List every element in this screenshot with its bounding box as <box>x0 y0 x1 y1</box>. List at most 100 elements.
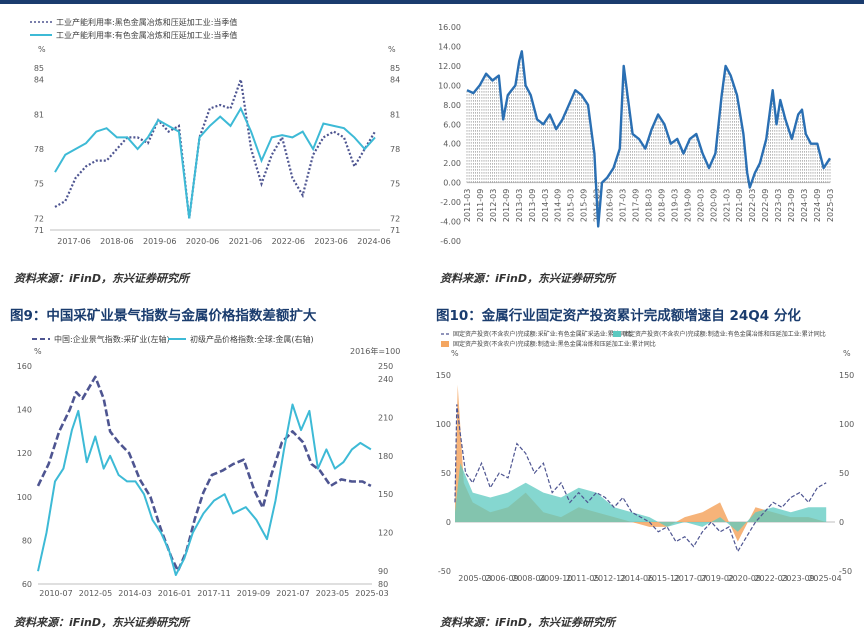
y-tick-label-left: 75 <box>34 180 44 189</box>
y-tick-label-left: 72 <box>34 214 44 223</box>
y-tick-label-left: 85 <box>34 64 44 73</box>
y-tick-label-right: 72 <box>390 214 400 223</box>
x-tick-label: 2019-09 <box>237 589 270 598</box>
chart-fai-breakdown-svg: 固定资产投资(不含农户)完成额:采矿业:有色金属矿采选业:累计同比 固定资产投资… <box>436 330 855 583</box>
source-note-4: 资料来源：iFinD，东兴证券研究所 <box>440 616 616 629</box>
legend-label-nonferrous: 工业产能利用率:有色金属冶炼和压延加工业:当季值 <box>56 30 237 40</box>
y-tick-label-left: 80 <box>22 536 32 545</box>
x-tick-label: 2012-05 <box>79 589 112 598</box>
y-tick-label: 0.00 <box>443 179 461 188</box>
x-tick-label: 2021-03 <box>722 189 731 222</box>
x-tick-label: 2012-09 <box>502 189 511 222</box>
chart-metal-fai-growth-svg: 16.00 14.00 12.00 10.00 8.00 6.00 4.00 2.00 0.00… <box>438 23 835 246</box>
x-tick-label: 2017-06 <box>57 237 90 246</box>
x-tick-label: 2020-06 <box>186 237 219 246</box>
x-tick-label: 2025-03 <box>355 589 388 598</box>
x-tick-label: 2020-08 <box>728 574 761 583</box>
x-tick-label: 2014-03 <box>118 589 151 598</box>
x-tick-label: 2018-06 <box>100 237 133 246</box>
x-tick-label: 2013-09 <box>528 189 537 222</box>
x-tick-label: 2019-02 <box>701 574 734 583</box>
y-tick-label-right: 50 <box>839 469 849 478</box>
legend: 中国:企业景气指数:采矿业(左轴) 初级产品价格指数:全球:金属(右轴) <box>32 334 314 344</box>
x-tick-label: 2014-03 <box>541 189 550 222</box>
x-tick-label: 2017-11 <box>197 589 230 598</box>
x-tick-label: 2021-09 <box>735 189 744 222</box>
chart-capacity-utilization: 工业产能利用率:黑色金属冶炼和压延加工业:当季值 工业产能利用率:有色金属冶炼和… <box>10 10 410 250</box>
chart-capacity-utilization-svg: 工业产能利用率:黑色金属冶炼和压延加工业:当季值 工业产能利用率:有色金属冶炼和… <box>30 17 400 246</box>
chart-metal-fai-growth: 16.00 14.00 12.00 10.00 8.00 6.00 4.00 2.00 0.00… <box>435 10 864 250</box>
x-tick-label: 2015-03 <box>567 189 576 222</box>
legend-label-ferrous: 工业产能利用率:黑色金属冶炼和压延加工业:当季值 <box>56 17 237 27</box>
x-tick-label: 2019-09 <box>683 189 692 222</box>
y-tick-label-left: 150 <box>436 371 451 380</box>
y-tick-label-left: 100 <box>17 493 32 502</box>
x-tick-label: 2015-12 <box>647 574 680 583</box>
x-tick-label: 2006-09 <box>485 574 518 583</box>
y-tick-label-left: 60 <box>22 580 32 589</box>
x-tick-label: 2016-09 <box>606 189 615 222</box>
x-tick-label: 2011-09 <box>476 189 485 222</box>
y-tick-label: -2.00 <box>440 198 461 207</box>
y-tick-label-left: 84 <box>34 76 44 85</box>
y-tick-label-right: 90 <box>378 567 388 576</box>
x-tick-label: 2018-03 <box>645 189 654 222</box>
y-tick-label-left: 78 <box>34 145 44 154</box>
y-tick-label: 2.00 <box>443 159 461 168</box>
top-rule <box>0 0 864 4</box>
x-tick-label: 2025-04 <box>808 574 841 583</box>
x-tick-label: 2005-03 <box>458 574 491 583</box>
left-unit: % <box>34 347 42 356</box>
y-tick-label-left: 50 <box>441 469 451 478</box>
y-tick-label-left: 160 <box>17 362 32 371</box>
source-note-2: 资料来源：iFinD，东兴证券研究所 <box>440 272 616 285</box>
y-tick-label-right: 80 <box>378 580 388 589</box>
chart-fai-breakdown: 固定资产投资(不含农户)完成额:采矿业:有色金属矿采选业:累计同比 固定资产投资… <box>435 330 864 605</box>
y-tick-label: 16.00 <box>438 23 461 32</box>
source-note-3: 资料来源：iFinD，东兴证券研究所 <box>14 616 190 629</box>
x-tick-label: 2017-07 <box>674 574 707 583</box>
legend: 工业产能利用率:黑色金属冶炼和压延加工业:当季值 工业产能利用率:有色金属冶炼和… <box>30 17 237 40</box>
y-tick-label-left: 81 <box>34 110 44 119</box>
figure-9-title: 图9：中国采矿业景气指数与金属价格指数差额扩大 <box>10 308 317 324</box>
series-line-mining-nonferrous <box>454 404 827 553</box>
legend-label-metal-price: 初级产品价格指数:全球:金属(右轴) <box>190 334 314 344</box>
legend-label-mining: 中国:企业景气指数:采矿业(左轴) <box>54 334 170 344</box>
right-unit: % <box>388 45 396 54</box>
x-tick-label: 2023-09 <box>781 574 814 583</box>
y-tick-label-right: 150 <box>839 371 854 380</box>
x-tick-label: 2011-05 <box>566 574 599 583</box>
y-tick-label: -4.00 <box>440 218 461 227</box>
y-tick-label-left: 140 <box>17 406 32 415</box>
x-tick-label: 2014-09 <box>554 189 563 222</box>
series-line-nonferrous <box>54 106 376 219</box>
x-tick-label: 2024-09 <box>813 189 822 222</box>
x-tick-label: 2010-07 <box>39 589 72 598</box>
source-note-1: 资料来源：iFinD，东兴证券研究所 <box>14 272 190 285</box>
series-line-ferrous <box>54 79 376 219</box>
legend-label-nonferrous-smelting: 固定资产投资(不含农户)完成额:制造业:有色金属冶炼和压延加工业:累计同比 <box>623 330 826 338</box>
y-tick-label-right: 75 <box>390 180 400 189</box>
y-tick-label-right: -50 <box>839 567 852 576</box>
y-tick-label-left: 0 <box>446 518 451 527</box>
x-tick-label: 2022-06 <box>272 237 305 246</box>
y-tick-label-right: 180 <box>378 452 393 461</box>
x-tick-label: 2023-09 <box>787 189 796 222</box>
y-tick-label: 12.00 <box>438 62 461 71</box>
legend-label-mining-nonferrous: 固定资产投资(不含农户)完成额:采矿业:有色金属矿采选业:累计同比 <box>453 330 632 338</box>
x-tick-label: 2022-09 <box>761 189 770 222</box>
y-tick-label-right: 240 <box>378 375 393 384</box>
x-tick-label: 2022-03 <box>748 189 757 222</box>
y-tick-label-right: 84 <box>390 76 400 85</box>
x-tick-label: 2021-07 <box>276 589 309 598</box>
right-unit: % <box>843 349 851 358</box>
x-tick-label: 2023-03 <box>774 189 783 222</box>
y-tick-label: 10.00 <box>438 81 461 90</box>
y-tick-label-left: 120 <box>17 449 32 458</box>
y-tick-label: -6.00 <box>440 237 461 246</box>
y-tick-label-right: 210 <box>378 413 393 422</box>
y-tick-label-right: 78 <box>390 145 400 154</box>
y-tick-label: 6.00 <box>443 120 461 129</box>
y-tick-label-right: 71 <box>390 226 400 235</box>
